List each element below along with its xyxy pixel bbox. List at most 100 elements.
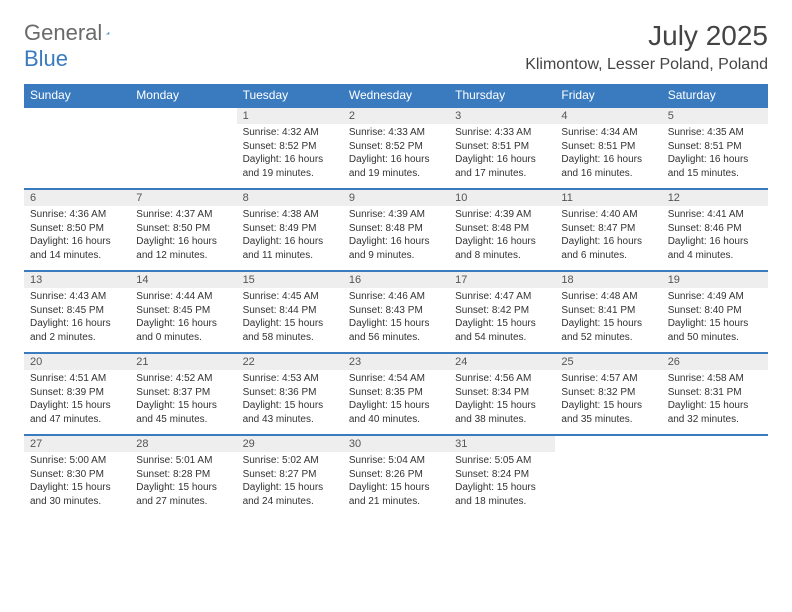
sunset-line: Sunset: 8:48 PM — [455, 222, 549, 236]
sunrise-line: Sunrise: 4:57 AM — [561, 372, 655, 386]
weekday-header: Friday — [555, 84, 661, 107]
sunset-line: Sunset: 8:34 PM — [455, 386, 549, 400]
sunset-line: Sunset: 8:37 PM — [136, 386, 230, 400]
day-detail-cell: Sunrise: 4:47 AMSunset: 8:42 PMDaylight:… — [449, 288, 555, 353]
sunset-line: Sunset: 8:41 PM — [561, 304, 655, 318]
sunset-line: Sunset: 8:40 PM — [668, 304, 762, 318]
page-title: July 2025 — [525, 20, 768, 52]
location: Klimontow, Lesser Poland, Poland — [525, 56, 768, 74]
day-detail-cell: Sunrise: 4:35 AMSunset: 8:51 PMDaylight:… — [662, 124, 768, 189]
day-number-cell: 8 — [237, 189, 343, 206]
daylight-line: Daylight: 15 hours and 32 minutes. — [668, 399, 762, 426]
day-detail-cell: Sunrise: 4:44 AMSunset: 8:45 PMDaylight:… — [130, 288, 236, 353]
day-number-cell: 10 — [449, 189, 555, 206]
sunrise-line: Sunrise: 4:46 AM — [349, 290, 443, 304]
daylight-line: Daylight: 15 hours and 24 minutes. — [243, 481, 337, 508]
day-number-cell: 6 — [24, 189, 130, 206]
day-detail-cell: Sunrise: 4:41 AMSunset: 8:46 PMDaylight:… — [662, 206, 768, 271]
day-number-cell — [24, 107, 130, 124]
sunrise-line: Sunrise: 5:05 AM — [455, 454, 549, 468]
detail-row: Sunrise: 4:43 AMSunset: 8:45 PMDaylight:… — [24, 288, 768, 353]
calendar-body: 12345Sunrise: 4:32 AMSunset: 8:52 PMDayl… — [24, 107, 768, 516]
day-detail-cell: Sunrise: 4:36 AMSunset: 8:50 PMDaylight:… — [24, 206, 130, 271]
daynum-row: 20212223242526 — [24, 353, 768, 370]
detail-row: Sunrise: 4:51 AMSunset: 8:39 PMDaylight:… — [24, 370, 768, 435]
day-number-cell: 14 — [130, 271, 236, 288]
daylight-line: Daylight: 16 hours and 15 minutes. — [668, 153, 762, 180]
sunset-line: Sunset: 8:43 PM — [349, 304, 443, 318]
day-detail-cell: Sunrise: 4:57 AMSunset: 8:32 PMDaylight:… — [555, 370, 661, 435]
sunrise-line: Sunrise: 4:49 AM — [668, 290, 762, 304]
sunrise-line: Sunrise: 4:43 AM — [30, 290, 124, 304]
sunrise-line: Sunrise: 4:33 AM — [455, 126, 549, 140]
weekday-header: Saturday — [662, 84, 768, 107]
sunrise-line: Sunrise: 4:34 AM — [561, 126, 655, 140]
weekday-header: Wednesday — [343, 84, 449, 107]
day-detail-cell: Sunrise: 5:02 AMSunset: 8:27 PMDaylight:… — [237, 452, 343, 516]
day-detail-cell: Sunrise: 4:46 AMSunset: 8:43 PMDaylight:… — [343, 288, 449, 353]
detail-row: Sunrise: 4:32 AMSunset: 8:52 PMDaylight:… — [24, 124, 768, 189]
day-number-cell: 11 — [555, 189, 661, 206]
day-detail-cell: Sunrise: 4:49 AMSunset: 8:40 PMDaylight:… — [662, 288, 768, 353]
daylight-line: Daylight: 15 hours and 18 minutes. — [455, 481, 549, 508]
sunset-line: Sunset: 8:46 PM — [668, 222, 762, 236]
calendar-table: Sunday Monday Tuesday Wednesday Thursday… — [24, 84, 768, 516]
sunset-line: Sunset: 8:51 PM — [561, 140, 655, 154]
day-number-cell — [130, 107, 236, 124]
daylight-line: Daylight: 15 hours and 56 minutes. — [349, 317, 443, 344]
day-number-cell: 20 — [24, 353, 130, 370]
sunrise-line: Sunrise: 4:58 AM — [668, 372, 762, 386]
day-number-cell: 21 — [130, 353, 236, 370]
day-detail-cell: Sunrise: 4:39 AMSunset: 8:48 PMDaylight:… — [449, 206, 555, 271]
day-number-cell — [662, 435, 768, 452]
sunset-line: Sunset: 8:52 PM — [349, 140, 443, 154]
daylight-line: Daylight: 15 hours and 38 minutes. — [455, 399, 549, 426]
sunrise-line: Sunrise: 4:35 AM — [668, 126, 762, 140]
sunset-line: Sunset: 8:26 PM — [349, 468, 443, 482]
day-number-cell: 22 — [237, 353, 343, 370]
sunset-line: Sunset: 8:52 PM — [243, 140, 337, 154]
sunset-line: Sunset: 8:50 PM — [136, 222, 230, 236]
day-number-cell: 9 — [343, 189, 449, 206]
day-detail-cell: Sunrise: 5:04 AMSunset: 8:26 PMDaylight:… — [343, 452, 449, 516]
day-detail-cell: Sunrise: 4:33 AMSunset: 8:51 PMDaylight:… — [449, 124, 555, 189]
day-detail-cell: Sunrise: 4:53 AMSunset: 8:36 PMDaylight:… — [237, 370, 343, 435]
day-number-cell — [555, 435, 661, 452]
day-number-cell: 23 — [343, 353, 449, 370]
sunrise-line: Sunrise: 5:02 AM — [243, 454, 337, 468]
sunset-line: Sunset: 8:42 PM — [455, 304, 549, 318]
daylight-line: Daylight: 15 hours and 35 minutes. — [561, 399, 655, 426]
daylight-line: Daylight: 16 hours and 9 minutes. — [349, 235, 443, 262]
sunset-line: Sunset: 8:45 PM — [136, 304, 230, 318]
day-detail-cell — [130, 124, 236, 189]
day-number-cell: 15 — [237, 271, 343, 288]
day-number-cell: 16 — [343, 271, 449, 288]
daylight-line: Daylight: 16 hours and 16 minutes. — [561, 153, 655, 180]
weekday-header: Monday — [130, 84, 236, 107]
day-detail-cell: Sunrise: 4:45 AMSunset: 8:44 PMDaylight:… — [237, 288, 343, 353]
sunset-line: Sunset: 8:47 PM — [561, 222, 655, 236]
detail-row: Sunrise: 4:36 AMSunset: 8:50 PMDaylight:… — [24, 206, 768, 271]
daylight-line: Daylight: 16 hours and 12 minutes. — [136, 235, 230, 262]
day-number-cell: 18 — [555, 271, 661, 288]
sunrise-line: Sunrise: 4:37 AM — [136, 208, 230, 222]
logo-text-1: General — [24, 20, 102, 46]
weekday-header-row: Sunday Monday Tuesday Wednesday Thursday… — [24, 84, 768, 107]
day-detail-cell: Sunrise: 4:38 AMSunset: 8:49 PMDaylight:… — [237, 206, 343, 271]
sunset-line: Sunset: 8:28 PM — [136, 468, 230, 482]
day-detail-cell: Sunrise: 4:32 AMSunset: 8:52 PMDaylight:… — [237, 124, 343, 189]
day-detail-cell: Sunrise: 4:40 AMSunset: 8:47 PMDaylight:… — [555, 206, 661, 271]
sunrise-line: Sunrise: 4:44 AM — [136, 290, 230, 304]
daylight-line: Daylight: 16 hours and 19 minutes. — [243, 153, 337, 180]
weekday-header: Tuesday — [237, 84, 343, 107]
day-number-cell: 13 — [24, 271, 130, 288]
title-block: July 2025 Klimontow, Lesser Poland, Pola… — [525, 20, 768, 74]
day-detail-cell: Sunrise: 4:54 AMSunset: 8:35 PMDaylight:… — [343, 370, 449, 435]
sunset-line: Sunset: 8:50 PM — [30, 222, 124, 236]
sunset-line: Sunset: 8:45 PM — [30, 304, 124, 318]
day-detail-cell — [24, 124, 130, 189]
sunrise-line: Sunrise: 4:52 AM — [136, 372, 230, 386]
daylight-line: Daylight: 15 hours and 45 minutes. — [136, 399, 230, 426]
sunset-line: Sunset: 8:51 PM — [668, 140, 762, 154]
day-number-cell: 1 — [237, 107, 343, 124]
